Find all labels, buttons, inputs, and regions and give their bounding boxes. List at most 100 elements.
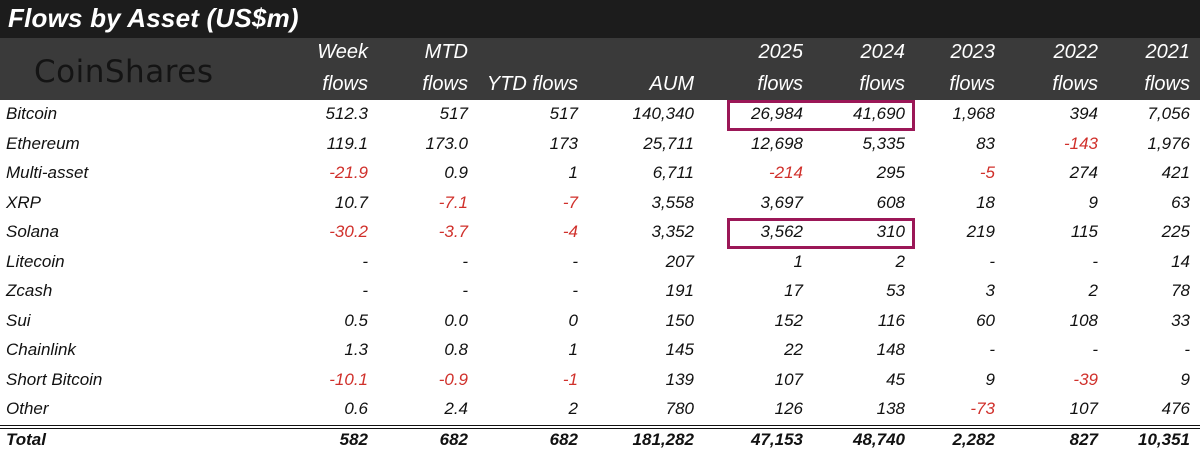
table-cell: 3	[985, 281, 995, 300]
table-cell: 827	[1069, 430, 1098, 449]
table-cell: -	[572, 251, 578, 271]
table-cell: -1	[562, 369, 578, 389]
column-header-line1: 2022	[1053, 41, 1099, 63]
table-cell: -10.1	[329, 369, 368, 389]
table-cell: 138	[876, 399, 905, 418]
column-header-line2: flows	[322, 73, 368, 95]
table-cell: 682	[549, 430, 578, 449]
asset-name: Zcash	[6, 281, 53, 300]
table-cell: 207	[665, 251, 694, 271]
column-header-line2: flows	[422, 73, 468, 95]
table-title: Flows by Asset (US$m)	[8, 3, 299, 33]
highlight-box	[727, 100, 915, 131]
table-cell: 78	[1171, 281, 1190, 300]
table-cell: 512.3	[325, 104, 368, 123]
asset-name: Litecoin	[6, 251, 65, 271]
table-cell: 0	[568, 310, 578, 330]
table-cell: 0.5	[344, 310, 368, 330]
table-cell: 3,697	[760, 192, 803, 212]
table-cell: 83	[976, 133, 995, 153]
table-cell: 2	[895, 251, 905, 271]
table-cell: 476	[1161, 399, 1190, 418]
table-cell: -21.9	[329, 163, 368, 182]
highlight-box	[727, 218, 915, 249]
table-cell: 108	[1069, 310, 1098, 330]
table-cell: 780	[665, 399, 694, 418]
column-header-line2: YTD flows	[486, 73, 578, 95]
table-cell: 53	[886, 281, 905, 300]
asset-name: Bitcoin	[6, 104, 58, 123]
table-cell: 421	[1161, 163, 1190, 182]
table-cell: 9	[1088, 192, 1098, 212]
table-cell: 14	[1171, 251, 1190, 271]
table-cell: 10.7	[334, 192, 368, 212]
table-cell: 0.9	[444, 163, 468, 182]
table-cell: -4	[562, 222, 578, 241]
table-cell: 0.0	[444, 310, 468, 330]
table-cell: 181,282	[632, 430, 694, 449]
column-header-line2: flows	[757, 73, 803, 95]
asset-name: Sui	[6, 310, 31, 330]
column-header-line1: 2024	[860, 41, 906, 63]
column-header-line2: flows	[859, 73, 905, 95]
total-divider	[0, 425, 1200, 426]
table-cell: -	[362, 281, 368, 300]
table-cell: 139	[665, 369, 694, 389]
asset-name: Total	[6, 430, 46, 449]
table-cell: 18	[976, 192, 995, 212]
table-cell: 2,282	[952, 430, 995, 449]
table-cell: 295	[876, 163, 905, 182]
table-cell: -	[989, 340, 995, 359]
asset-name: Chainlink	[6, 340, 76, 359]
table-cell: -143	[1063, 133, 1098, 153]
column-header-line2: flows	[949, 73, 995, 95]
table-cell: 608	[876, 192, 905, 212]
table-cell: 6,711	[652, 163, 694, 182]
table-cell: 63	[1171, 192, 1190, 212]
table-cell: -	[1092, 251, 1098, 271]
table-cell: 48,740	[853, 430, 905, 449]
table-cell: 107	[1069, 399, 1098, 418]
table-cell: 26,984	[751, 104, 803, 123]
table-cell: 107	[774, 369, 803, 389]
table-cell: -	[1092, 340, 1098, 359]
asset-name: Other	[6, 399, 49, 418]
table-cell: 310	[876, 222, 905, 241]
table-cell: -7	[562, 192, 578, 212]
table-cell: 1	[793, 251, 803, 271]
table-cell: -214	[768, 163, 803, 182]
table-cell: 2.4	[444, 399, 468, 418]
table-cell: -	[989, 251, 995, 271]
asset-name: Ethereum	[6, 133, 80, 153]
column-header-line1: 2025	[758, 41, 804, 63]
table-cell: 517	[549, 104, 578, 123]
table-cell: 41,690	[853, 104, 905, 123]
table-cell: 1	[568, 163, 578, 182]
title-bar: Flows by Asset (US$m)	[0, 0, 1200, 38]
table-cell: 47,153	[751, 430, 803, 449]
table-cell: 33	[1171, 310, 1190, 330]
table-cell: 1,976	[1147, 133, 1190, 153]
table-cell: 3,352	[651, 222, 694, 241]
table-cell: 1,968	[952, 104, 995, 123]
table-cell: 145	[665, 340, 694, 359]
table-cell: 225	[1161, 222, 1190, 241]
asset-name: Short Bitcoin	[6, 369, 103, 389]
table-cell: 682	[439, 430, 468, 449]
table-cell: 150	[665, 310, 694, 330]
table-cell: -	[462, 281, 468, 300]
total-divider-double	[0, 428, 1200, 429]
table-cell: 60	[976, 310, 995, 330]
table-cell: 0.6	[344, 399, 368, 418]
asset-name: XRP	[6, 192, 41, 212]
table-cell: -0.9	[438, 369, 468, 389]
column-header-line2: flows	[1052, 73, 1098, 95]
table-cell: 173.0	[425, 133, 468, 153]
table-cell: 9	[1180, 369, 1190, 389]
table-cell: 274	[1069, 163, 1098, 182]
table-cell: 17	[784, 281, 803, 300]
table-cell: 115	[1070, 222, 1098, 241]
table-cell: -3.7	[438, 222, 468, 241]
table-cell: -	[572, 281, 578, 300]
